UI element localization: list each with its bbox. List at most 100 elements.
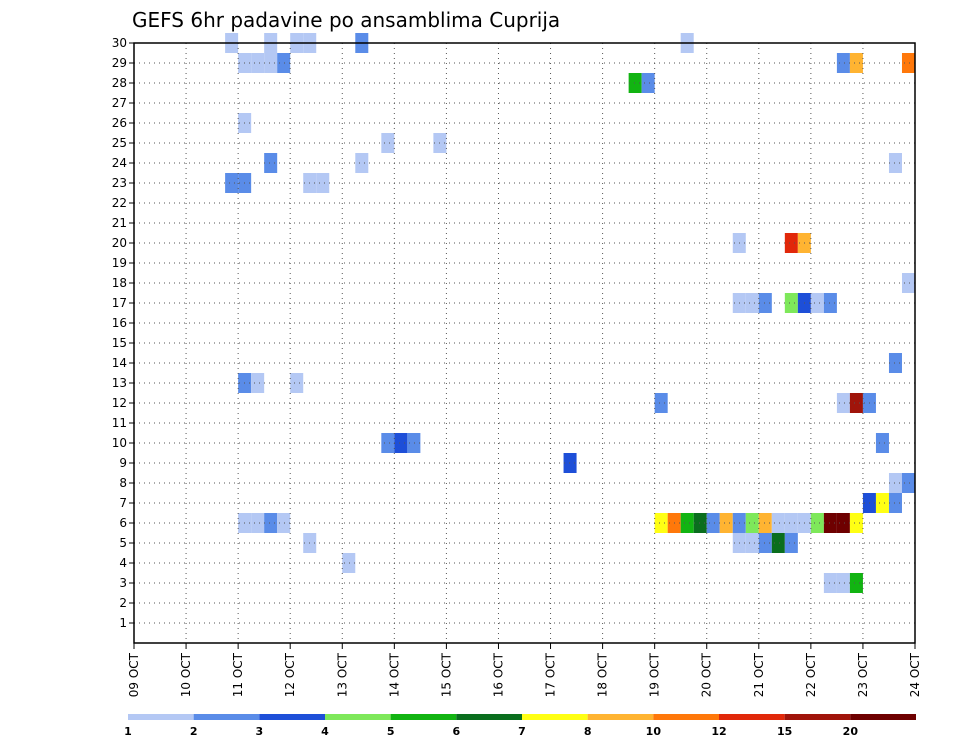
precip-cell [563, 453, 577, 473]
precip-cell [407, 433, 421, 453]
y-tick-label: 7 [119, 496, 127, 510]
precip-cell [836, 393, 850, 413]
precip-cell [875, 493, 889, 513]
x-tick-label: 15 OCT [439, 652, 453, 697]
precip-cell [823, 573, 837, 593]
precip-cell [264, 53, 278, 73]
legend-swatch [456, 714, 522, 720]
legend-label: 1 [124, 725, 132, 738]
x-tick-label: 20 OCT [700, 652, 714, 697]
grid-layer [134, 42, 915, 643]
precip-cell [810, 513, 824, 533]
legend-label: 7 [518, 725, 526, 738]
legend-label: 2 [190, 725, 198, 738]
x-tick-label: 17 OCT [544, 652, 558, 697]
precip-cell [745, 293, 759, 313]
legend-label: 4 [321, 725, 329, 738]
legend-swatch [390, 714, 457, 720]
y-tick-label: 9 [119, 456, 127, 470]
precip-cell [901, 273, 915, 293]
precip-cell [290, 373, 304, 393]
y-tick-label: 5 [119, 536, 127, 550]
legend-label: 3 [256, 725, 264, 738]
x-tick-label: 21 OCT [752, 652, 766, 697]
precip-cell [784, 533, 798, 553]
precip-cell [836, 513, 850, 533]
y-tick-label: 8 [119, 476, 127, 490]
x-tick-label: 18 OCT [596, 652, 610, 697]
cells-layer [225, 33, 915, 593]
legend-label: 5 [387, 725, 395, 738]
precip-cell [693, 513, 707, 533]
y-tick-label: 28 [112, 76, 127, 90]
x-tick-label: 12 OCT [283, 652, 297, 697]
precip-cell [771, 533, 785, 553]
y-tick-label: 23 [112, 176, 127, 190]
y-tick-label: 3 [119, 576, 127, 590]
precip-cell [849, 393, 863, 413]
y-tick-label: 21 [112, 216, 127, 230]
precip-cell [888, 493, 902, 513]
y-tick-label: 6 [119, 516, 127, 530]
precip-cell [628, 73, 642, 93]
legend-swatch [193, 714, 260, 720]
precip-cell [641, 73, 655, 93]
y-tick-label: 13 [112, 376, 127, 390]
precip-cell [381, 433, 395, 453]
precip-cell [849, 53, 863, 73]
precip-cell [264, 513, 278, 533]
precip-cell [355, 153, 369, 173]
precip-cell [394, 433, 408, 453]
precip-cell [758, 533, 772, 553]
precip-cell [745, 513, 759, 533]
legend-layer: 1 2 3 4 5 6 7 8 10 12 15 20 [124, 714, 916, 738]
legend-swatch [719, 714, 785, 720]
legend-label: 10 [646, 725, 662, 738]
precip-cell [849, 513, 863, 533]
precip-cell [888, 153, 902, 173]
precip-cell [654, 393, 668, 413]
precip-cell [654, 513, 668, 533]
precip-cell [251, 373, 265, 393]
precip-cell [836, 573, 850, 593]
y-tick-label: 30 [112, 36, 127, 50]
y-tick-label: 12 [112, 396, 127, 410]
legend-swatch [128, 714, 194, 720]
precip-cell [771, 513, 785, 533]
precip-cell [758, 293, 772, 313]
precip-cell [875, 433, 889, 453]
precip-cell [680, 513, 694, 533]
legend-swatch [850, 714, 916, 720]
precip-cell [381, 133, 395, 153]
legend-label: 12 [711, 725, 726, 738]
precip-cell [849, 573, 863, 593]
y-tick-label: 19 [112, 256, 127, 270]
precip-cell [277, 513, 291, 533]
precip-cell [836, 53, 850, 73]
ticks-layer: 1234567891011121314151617181920212223242… [112, 36, 922, 697]
y-tick-label: 26 [112, 116, 127, 130]
x-tick-label: 11 OCT [231, 652, 245, 697]
chart-title: GEFS 6hr padavine po ansamblima Cuprija [132, 8, 560, 32]
precip-cell [823, 513, 837, 533]
precip-cell [277, 53, 291, 73]
precip-cell [784, 513, 798, 533]
x-tick-label: 24 OCT [908, 652, 922, 697]
precip-cell [225, 173, 239, 193]
legend-swatch [522, 714, 588, 720]
y-tick-label: 14 [112, 356, 127, 370]
y-tick-label: 29 [112, 56, 127, 70]
y-tick-label: 22 [112, 196, 127, 210]
legend-label: 6 [453, 725, 461, 738]
precip-cell [745, 533, 759, 553]
legend-label: 20 [843, 725, 859, 738]
legend-swatch [259, 714, 325, 720]
y-tick-label: 27 [112, 96, 127, 110]
x-tick-label: 19 OCT [648, 652, 662, 697]
x-tick-label: 13 OCT [335, 652, 349, 697]
precip-cell [342, 553, 356, 573]
legend-swatch [325, 714, 391, 720]
legend-label: 8 [584, 725, 592, 738]
y-tick-label: 2 [119, 596, 127, 610]
